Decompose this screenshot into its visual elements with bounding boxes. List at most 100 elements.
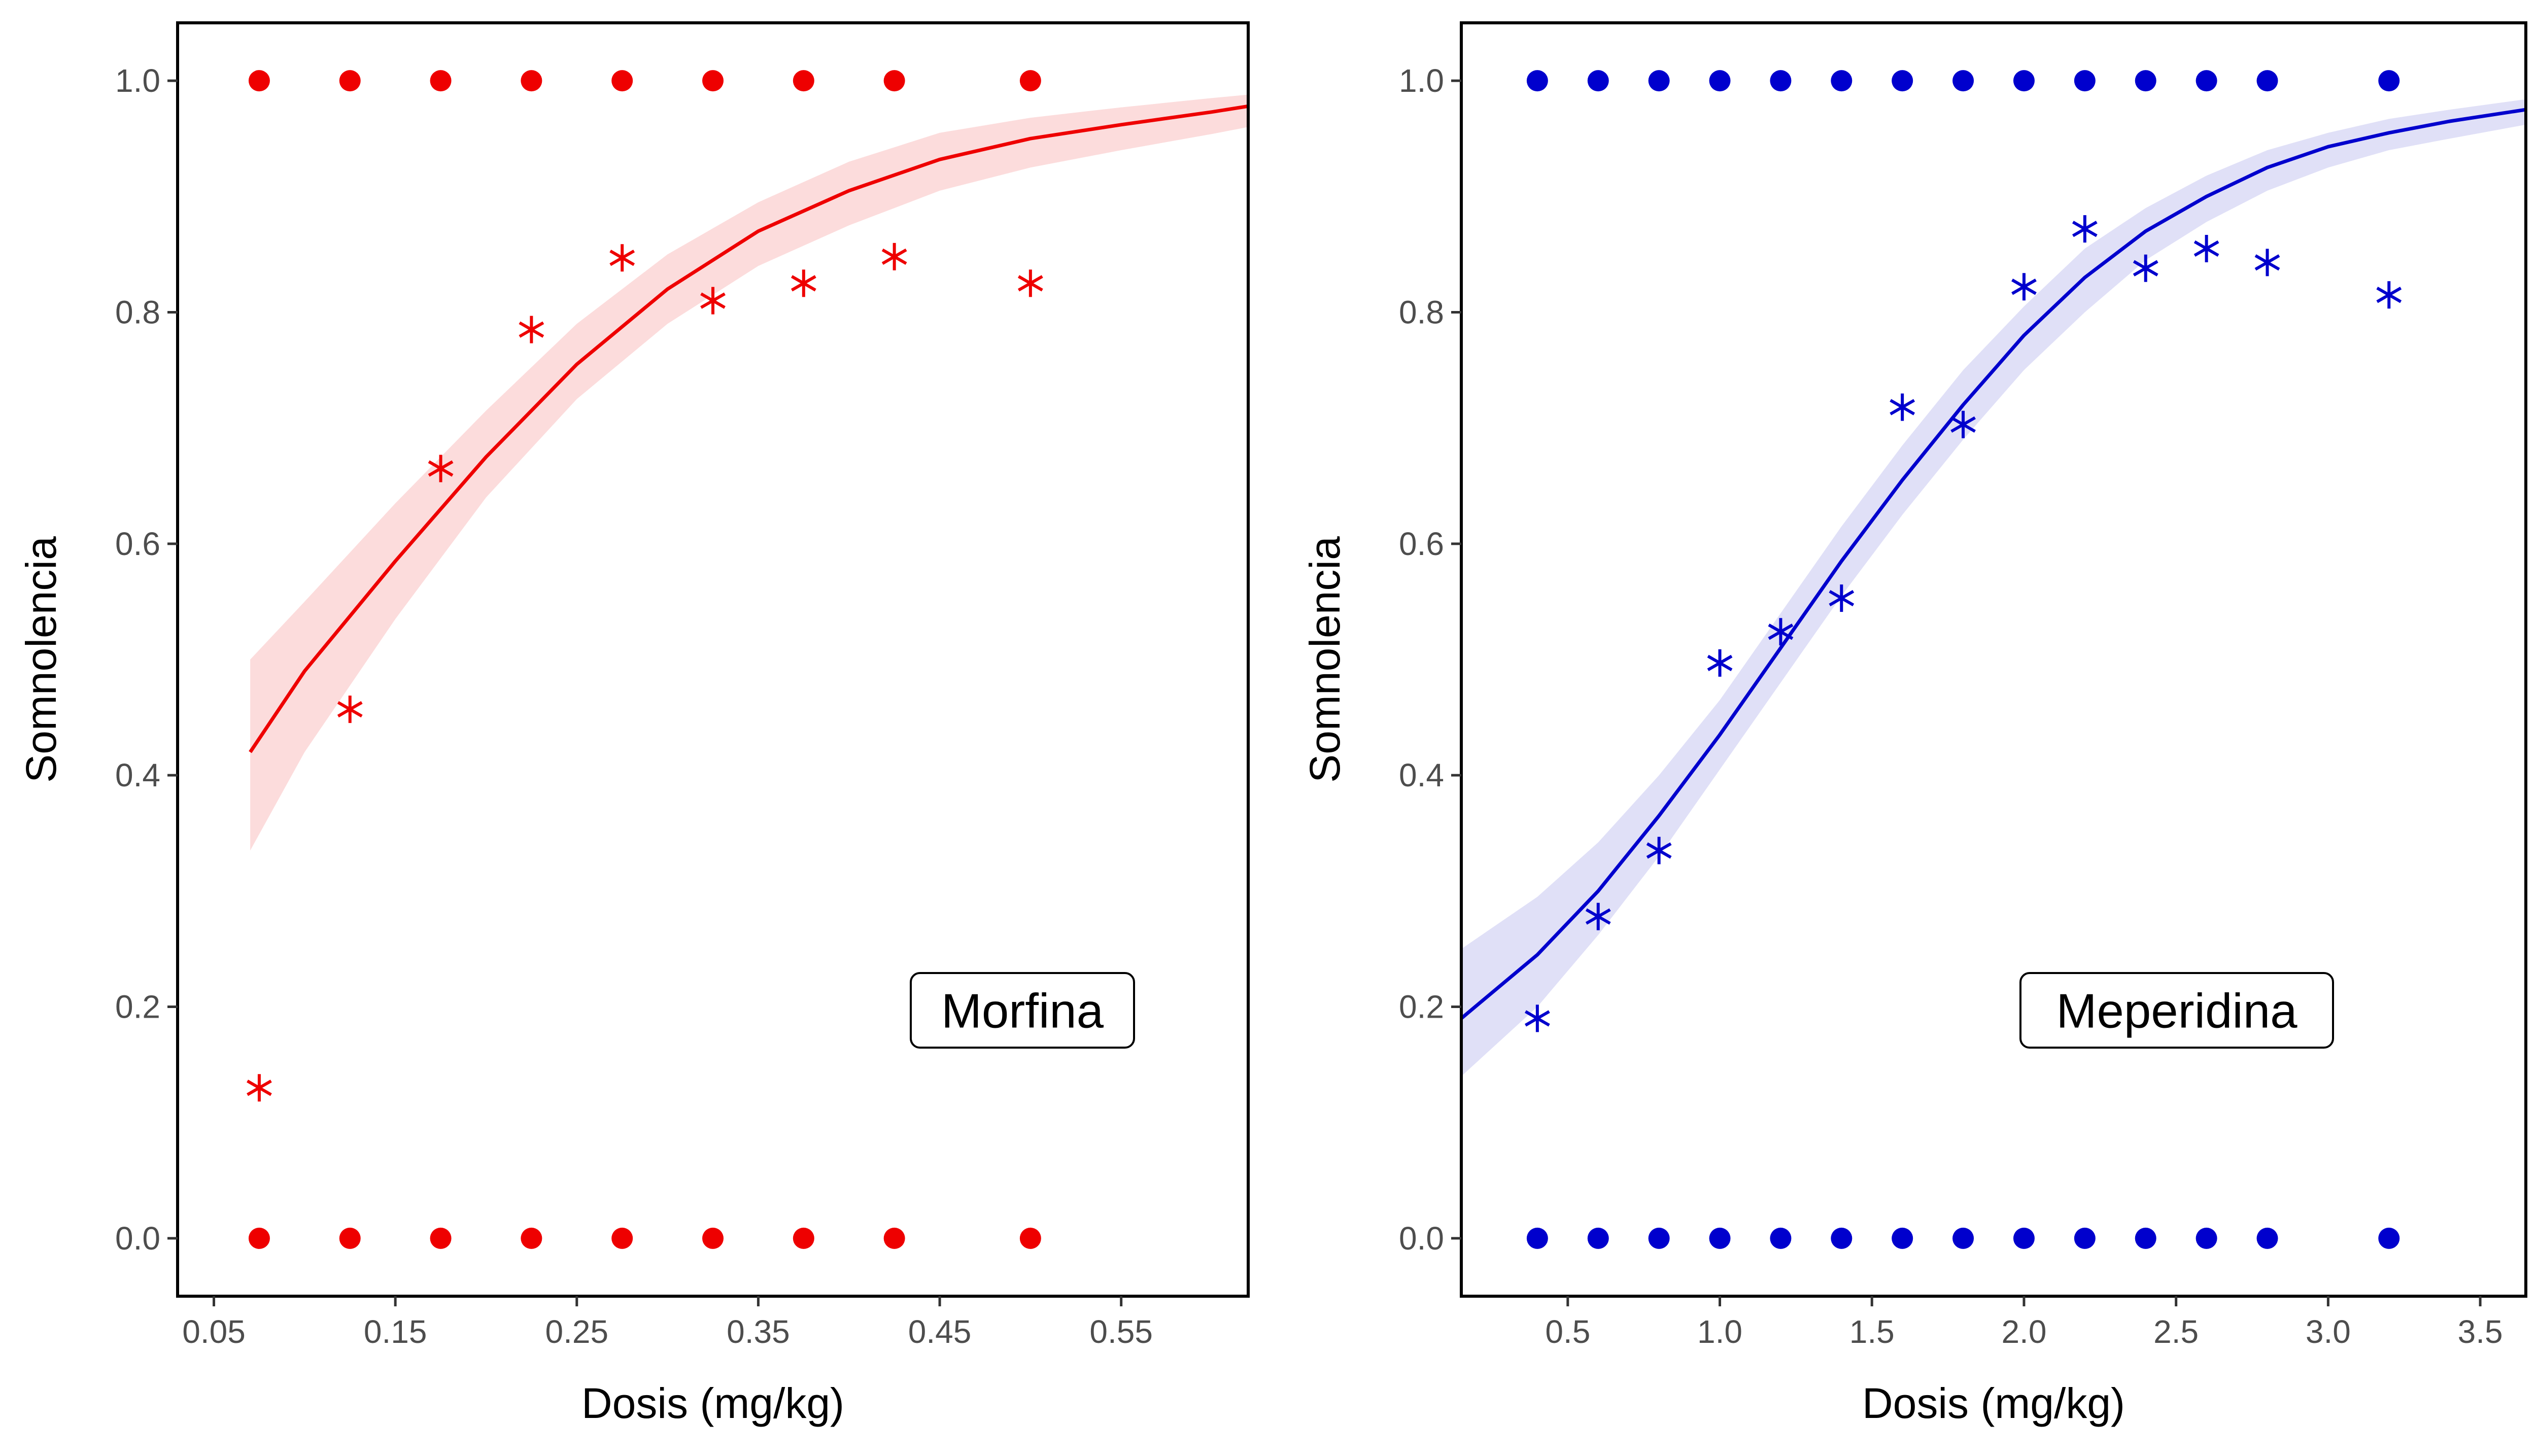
y-tick-label: 0.8 [115,294,160,330]
plot-area [247,70,1248,1249]
proportion-point [1768,618,1794,646]
x-tick-label: 2.0 [2001,1313,2046,1350]
plot-border [176,21,1250,1298]
observation-point [2013,1227,2035,1249]
observation-point [1526,1227,1548,1249]
y-tick-label: 0.0 [115,1220,160,1257]
observation-point [2196,70,2217,92]
observation-point [2135,70,2156,92]
proportion-point [700,287,726,315]
observation-point [339,1227,361,1249]
panel-label: Morfina [941,984,1104,1038]
proportion-point [428,455,454,482]
y-axis-title: Somnolencia [17,536,65,783]
observation-point [430,70,452,92]
observation-point [1709,70,1731,92]
x-tick-label: 0.55 [1089,1313,1153,1350]
proportion-point [1646,837,1672,864]
proportion-point [791,269,816,297]
proportion-point [1017,269,1043,297]
panel-label-box [910,972,1135,1049]
observation-point [1831,1227,1853,1249]
observation-point [248,1227,270,1249]
x-tick-label: 0.15 [364,1313,427,1350]
observation-point [1648,1227,1670,1249]
observation-point [1892,70,1913,92]
x-axis-title: Dosis (mg/kg) [1862,1379,2125,1427]
observation-point [793,1227,814,1249]
observation-point [1952,1227,1974,1249]
observation-point [521,1227,542,1249]
panel-label-box [2019,972,2334,1049]
observation-point [2074,1227,2096,1249]
x-tick-label: 0.05 [182,1313,246,1350]
proportion-point [337,696,363,723]
proportion-point [1524,1004,1550,1032]
observation-point [702,1227,724,1249]
y-tick-label: 0.2 [115,989,160,1025]
y-tick-label: 0.8 [1399,294,1444,330]
observation-point [1587,1227,1609,1249]
observation-point [339,70,361,92]
observation-point [1952,70,1974,92]
x-tick-label: 3.5 [2458,1313,2503,1350]
observation-point [1019,1227,1041,1249]
observation-point [2378,1227,2400,1249]
observation-point [1587,70,1609,92]
observation-point [1648,70,1670,92]
observation-point [2135,1227,2156,1249]
observation-point [1770,1227,1792,1249]
x-tick-label: 0.45 [908,1313,972,1350]
proportion-point [1829,584,1855,612]
observation-point [430,1227,452,1249]
proportion-point [2254,249,2280,276]
y-tick-label: 0.4 [115,757,160,793]
x-tick-label: 1.5 [1849,1313,1895,1350]
fitted-curve [249,104,1248,753]
chart-panels: 0.0 0.2 0.4 0.6 0.8 1.0 0.05 0.15 0.25 0.35 0.45 0.… [17,21,2527,1427]
y-tick-label: 0.6 [1399,526,1444,562]
proportion-point [881,242,907,270]
y-axis-title: Somnolencia [1301,536,1349,783]
y-tick-label: 0.2 [1399,989,1444,1025]
observation-point [521,70,542,92]
plot-border [1460,21,2527,1298]
panel-label: Meperidina [2056,984,2298,1038]
proportion-point [1707,649,1733,677]
observation-point [883,70,905,92]
fitted-curve [1461,108,2526,1020]
chart-panel-1: 0.0 0.2 0.4 0.6 0.8 1.0 0.05 0.15 0.25 0.35 0.45 0.… [17,21,1250,1427]
observation-point [611,70,633,92]
chart-panel-2: 0.0 0.2 0.4 0.6 0.8 1.0 0.5 1.0 1.5 2.0 2.5 3.0 3.5 D… [1301,21,2527,1427]
proportion-point [247,1074,272,1102]
observation-point [1526,70,1548,92]
observation-point [2074,70,2096,92]
observation-point [611,1227,633,1249]
y-tick-label: 1.0 [115,62,160,99]
x-tick-label: 0.35 [727,1313,790,1350]
observation-point [2196,1227,2217,1249]
y-tick-label: 0.6 [115,526,160,562]
proportion-point [1585,903,1611,930]
observation-point [1892,1227,1913,1249]
proportion-point [2133,254,2158,282]
x-axis-title: Dosis (mg/kg) [581,1379,844,1427]
observation-point [883,1227,905,1249]
x-tick-label: 0.25 [545,1313,608,1350]
observation-point [793,70,814,92]
observation-point [1709,1227,1731,1249]
proportion-point [2376,281,2402,309]
observation-point [702,70,724,92]
proportion-point [2193,234,2219,262]
observation-point [248,70,270,92]
x-tick-label: 1.0 [1697,1313,1742,1350]
observation-point [1019,70,1041,92]
y-tick-label: 0.4 [1399,757,1444,793]
observation-point [1770,70,1792,92]
observation-point [2256,70,2278,92]
observation-point [2378,70,2400,92]
x-tick-label: 2.5 [2153,1313,2199,1350]
observation-point [2013,70,2035,92]
observation-point [1831,70,1853,92]
